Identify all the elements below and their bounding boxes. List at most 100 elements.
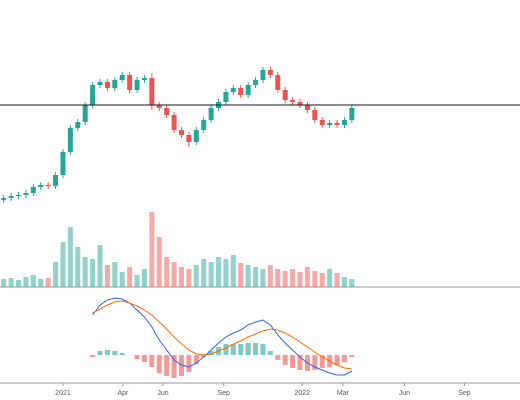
macd-histogram-bar: [253, 343, 259, 355]
volume-bar: [208, 262, 214, 287]
candle-body: [75, 122, 81, 128]
x-tick-label: Jun: [399, 390, 410, 397]
volume-bar: [178, 267, 184, 287]
candle-body: [304, 105, 310, 110]
volume-bar: [253, 267, 259, 287]
volume-bar: [16, 280, 22, 287]
macd-histogram-bar: [341, 355, 347, 362]
volume-bar: [53, 262, 59, 287]
x-tick-label: Mar: [337, 390, 350, 397]
candle-body: [23, 193, 29, 195]
volume-bar: [304, 267, 310, 287]
volume-bar: [134, 275, 140, 287]
candle-body: [341, 120, 347, 125]
candle-body: [67, 128, 73, 152]
candle-body: [1, 198, 7, 200]
volume-bar: [267, 265, 273, 287]
volume-bar: [327, 269, 333, 287]
volume-bar: [149, 212, 155, 287]
volume-bar: [23, 277, 29, 287]
macd-histogram-bar: [90, 355, 96, 357]
volume-bar: [341, 277, 347, 287]
macd-histogram-bar: [156, 355, 162, 373]
candle-body: [82, 105, 88, 122]
volume-bar: [223, 259, 229, 287]
candle-body: [327, 123, 333, 125]
candle-body: [16, 195, 22, 196]
volume-bar: [30, 275, 36, 287]
candle-body: [238, 88, 244, 95]
candle-body: [297, 102, 303, 105]
volume-bar: [290, 269, 296, 287]
candle-body: [178, 130, 184, 135]
volume-bar: [141, 269, 147, 287]
x-tick-label: 2021: [55, 390, 71, 397]
macd-histogram-bar: [349, 355, 355, 357]
volume-bar: [312, 271, 318, 287]
macd-histogram-bar: [208, 351, 214, 355]
volume-bar: [45, 278, 51, 287]
candle-body: [156, 105, 162, 108]
macd-histogram-bar: [319, 355, 325, 368]
macd-histogram-bar: [312, 355, 318, 370]
volume-bar: [97, 245, 103, 287]
volume-bar: [186, 269, 192, 287]
volume-bar: [90, 259, 96, 287]
volume-bar: [1, 279, 7, 287]
macd-histogram-bar: [171, 355, 177, 378]
volume-bar: [156, 237, 162, 287]
candle-body: [149, 78, 155, 105]
candle-body: [230, 88, 236, 92]
volume-bar: [127, 267, 133, 287]
macd-histogram-bar: [238, 344, 244, 355]
candle-body: [275, 75, 281, 90]
candle-body: [112, 80, 118, 88]
volume-bar: [201, 259, 207, 287]
macd-histogram-bar: [164, 355, 170, 376]
macd-histogram-bar: [290, 355, 296, 368]
candle-body: [60, 152, 66, 175]
macd-histogram-bar: [282, 355, 288, 365]
candle-body: [201, 120, 207, 130]
candle-body: [267, 70, 273, 75]
volume-bar: [119, 272, 125, 287]
candle-body: [260, 70, 266, 80]
candle-body: [127, 75, 133, 90]
candle-body: [334, 123, 340, 125]
candle-body: [253, 80, 259, 85]
volume-bar: [319, 273, 325, 287]
volume-bar: [238, 263, 244, 287]
volume-bar: [171, 262, 177, 287]
volume-bar: [216, 257, 222, 287]
volume-bar: [38, 279, 44, 287]
volume-bar: [297, 272, 303, 287]
volume-bar: [60, 242, 66, 287]
candle-body: [319, 120, 325, 125]
macd-histogram-bar: [119, 353, 125, 355]
volume-bar: [164, 257, 170, 287]
candle-body: [90, 85, 96, 105]
candle-body: [164, 108, 170, 115]
candle-body: [45, 185, 51, 186]
macd-histogram-bar: [112, 351, 118, 355]
macd-histogram-bar: [186, 355, 192, 372]
volume-bar: [260, 269, 266, 287]
volume-bar: [245, 265, 251, 287]
macd-histogram-bar: [223, 344, 229, 355]
macd-histogram-bar: [104, 350, 110, 355]
candle-body: [38, 185, 44, 187]
x-tick-label: Jun: [157, 390, 168, 397]
macd-histogram-bar: [275, 355, 281, 360]
candle-body: [312, 110, 318, 120]
volume-bar: [75, 247, 81, 287]
macd-histogram-bar: [97, 351, 103, 355]
candle-body: [208, 108, 214, 120]
x-tick-label: Apr: [118, 390, 130, 397]
candle-body: [282, 90, 288, 100]
volume-bar: [193, 265, 199, 287]
macd-histogram-bar: [334, 355, 340, 365]
macd-histogram-bar: [201, 355, 207, 357]
volume-bar: [8, 278, 14, 287]
candle-body: [97, 82, 103, 85]
